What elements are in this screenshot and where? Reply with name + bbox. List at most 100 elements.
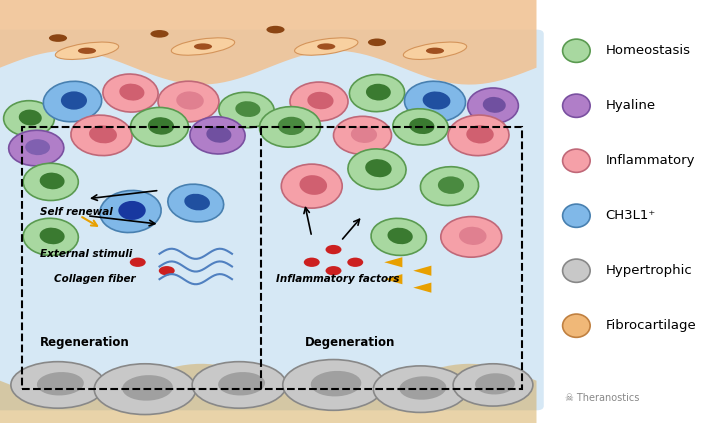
Text: Hyaline: Hyaline <box>605 99 655 112</box>
Text: Collagen fiber: Collagen fiber <box>54 274 136 284</box>
Ellipse shape <box>371 218 426 255</box>
Ellipse shape <box>459 227 486 245</box>
Ellipse shape <box>348 149 406 190</box>
Ellipse shape <box>100 190 161 233</box>
Ellipse shape <box>167 184 224 222</box>
Ellipse shape <box>399 376 447 400</box>
Ellipse shape <box>403 42 467 60</box>
Text: ☠ Theranostics: ☠ Theranostics <box>565 393 639 403</box>
Ellipse shape <box>563 94 590 117</box>
Ellipse shape <box>94 364 196 415</box>
Polygon shape <box>413 283 431 293</box>
Ellipse shape <box>349 74 405 112</box>
Ellipse shape <box>103 74 158 112</box>
Ellipse shape <box>347 258 363 267</box>
Ellipse shape <box>190 117 245 154</box>
Ellipse shape <box>334 116 392 154</box>
FancyBboxPatch shape <box>0 30 544 410</box>
Ellipse shape <box>218 372 265 396</box>
Polygon shape <box>413 266 431 276</box>
Ellipse shape <box>283 360 384 410</box>
Ellipse shape <box>438 176 464 194</box>
Ellipse shape <box>466 125 494 143</box>
Polygon shape <box>384 274 402 284</box>
Ellipse shape <box>118 201 146 220</box>
Ellipse shape <box>158 81 219 122</box>
Ellipse shape <box>365 159 392 177</box>
Ellipse shape <box>366 84 391 101</box>
Ellipse shape <box>130 107 188 146</box>
Ellipse shape <box>9 130 64 166</box>
Ellipse shape <box>453 364 533 406</box>
Ellipse shape <box>19 110 42 126</box>
Ellipse shape <box>563 259 590 283</box>
Ellipse shape <box>448 115 509 156</box>
Ellipse shape <box>71 115 132 156</box>
Ellipse shape <box>326 245 341 254</box>
Ellipse shape <box>37 372 84 396</box>
Ellipse shape <box>387 228 413 244</box>
Ellipse shape <box>563 204 590 228</box>
Ellipse shape <box>278 117 305 135</box>
Ellipse shape <box>426 47 444 54</box>
Ellipse shape <box>260 107 320 147</box>
Ellipse shape <box>475 373 515 395</box>
Ellipse shape <box>294 38 358 55</box>
Ellipse shape <box>423 91 450 110</box>
Text: Inflammatory: Inflammatory <box>605 154 695 167</box>
Ellipse shape <box>441 217 502 257</box>
Ellipse shape <box>49 34 67 42</box>
Ellipse shape <box>176 91 204 110</box>
Ellipse shape <box>267 26 284 33</box>
Polygon shape <box>384 257 402 267</box>
Ellipse shape <box>373 366 468 412</box>
Ellipse shape <box>219 92 274 128</box>
Ellipse shape <box>123 375 173 401</box>
Ellipse shape <box>159 266 175 275</box>
Ellipse shape <box>304 258 320 267</box>
Ellipse shape <box>290 82 348 121</box>
Text: Hypertrophic: Hypertrophic <box>605 264 692 277</box>
Ellipse shape <box>351 126 377 143</box>
Ellipse shape <box>192 362 286 408</box>
Ellipse shape <box>25 139 50 155</box>
Ellipse shape <box>368 38 386 46</box>
Ellipse shape <box>281 164 342 208</box>
Ellipse shape <box>4 101 54 136</box>
Ellipse shape <box>89 125 117 143</box>
Ellipse shape <box>44 81 102 122</box>
Ellipse shape <box>563 314 590 338</box>
Ellipse shape <box>151 30 168 38</box>
Ellipse shape <box>120 84 144 101</box>
Ellipse shape <box>236 101 260 117</box>
Ellipse shape <box>40 228 65 244</box>
Text: CH3L1⁺: CH3L1⁺ <box>605 209 655 222</box>
Ellipse shape <box>483 97 506 113</box>
Ellipse shape <box>11 362 105 408</box>
Ellipse shape <box>23 218 78 255</box>
Text: Fibrocartilage: Fibrocartilage <box>605 319 696 332</box>
Ellipse shape <box>563 149 590 173</box>
Text: Self renewal: Self renewal <box>40 206 112 217</box>
Ellipse shape <box>563 39 590 62</box>
Ellipse shape <box>78 47 96 54</box>
Ellipse shape <box>468 88 518 124</box>
Ellipse shape <box>40 173 65 190</box>
Ellipse shape <box>148 117 174 135</box>
PathPatch shape <box>0 0 536 85</box>
Text: External stimuli: External stimuli <box>40 249 132 259</box>
Ellipse shape <box>184 194 210 210</box>
Text: Degeneration: Degeneration <box>304 336 395 349</box>
Ellipse shape <box>55 42 119 60</box>
Ellipse shape <box>410 118 434 134</box>
Ellipse shape <box>207 126 231 143</box>
Ellipse shape <box>326 266 341 275</box>
Text: Homeostasis: Homeostasis <box>605 44 690 57</box>
Ellipse shape <box>405 81 465 122</box>
Ellipse shape <box>317 43 335 50</box>
Ellipse shape <box>61 91 87 110</box>
Ellipse shape <box>194 43 212 50</box>
Ellipse shape <box>130 258 146 267</box>
PathPatch shape <box>0 360 536 423</box>
Ellipse shape <box>171 38 235 55</box>
